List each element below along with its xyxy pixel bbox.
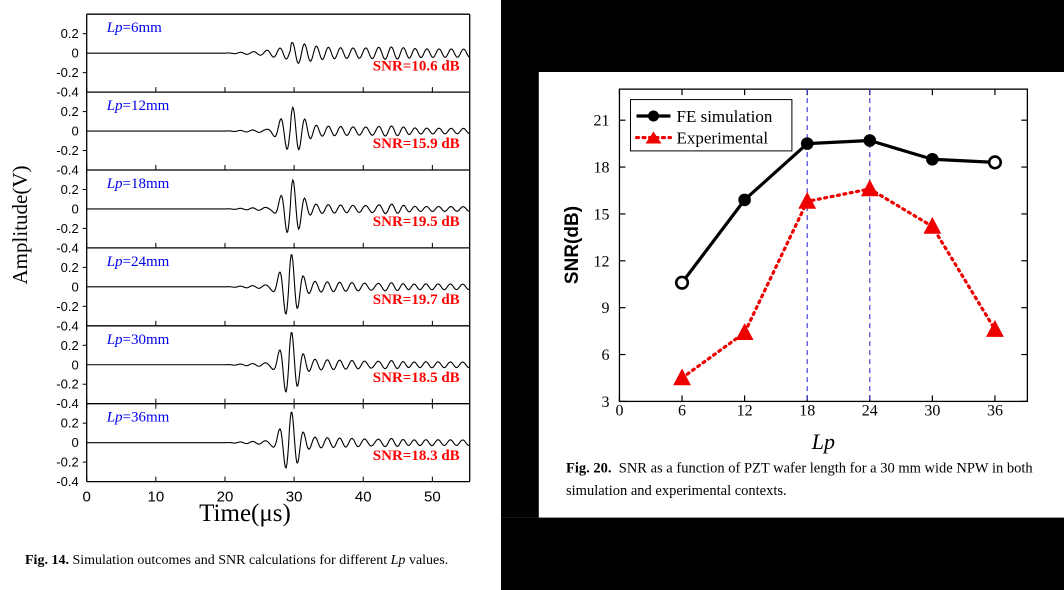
svg-text:3: 3 (601, 394, 609, 411)
svg-text:21: 21 (593, 113, 609, 130)
svg-text:6: 6 (601, 347, 609, 364)
svg-text:24: 24 (862, 403, 878, 420)
svg-text:36: 36 (987, 403, 1003, 420)
svg-text:15: 15 (593, 206, 609, 223)
svg-text:30: 30 (924, 403, 940, 420)
svg-text:simulation and experimental co: simulation and experimental contexts. (566, 483, 787, 499)
svg-text:6: 6 (678, 403, 686, 420)
svg-text:12: 12 (737, 403, 753, 420)
svg-text:Fig. 20. SNR as a function of: Fig. 20. SNR as a function of PZT wafer … (566, 460, 1033, 476)
svg-text:9: 9 (601, 300, 609, 317)
svg-text:Lp: Lp (811, 429, 835, 454)
svg-text:SNR(dB): SNR(dB) (562, 206, 583, 284)
svg-text:0: 0 (615, 403, 623, 420)
svg-text:12: 12 (593, 253, 609, 270)
svg-text:Experimental: Experimental (677, 129, 769, 148)
svg-text:18: 18 (593, 160, 609, 177)
svg-text:FE simulation: FE simulation (677, 107, 773, 126)
svg-text:18: 18 (799, 403, 815, 420)
